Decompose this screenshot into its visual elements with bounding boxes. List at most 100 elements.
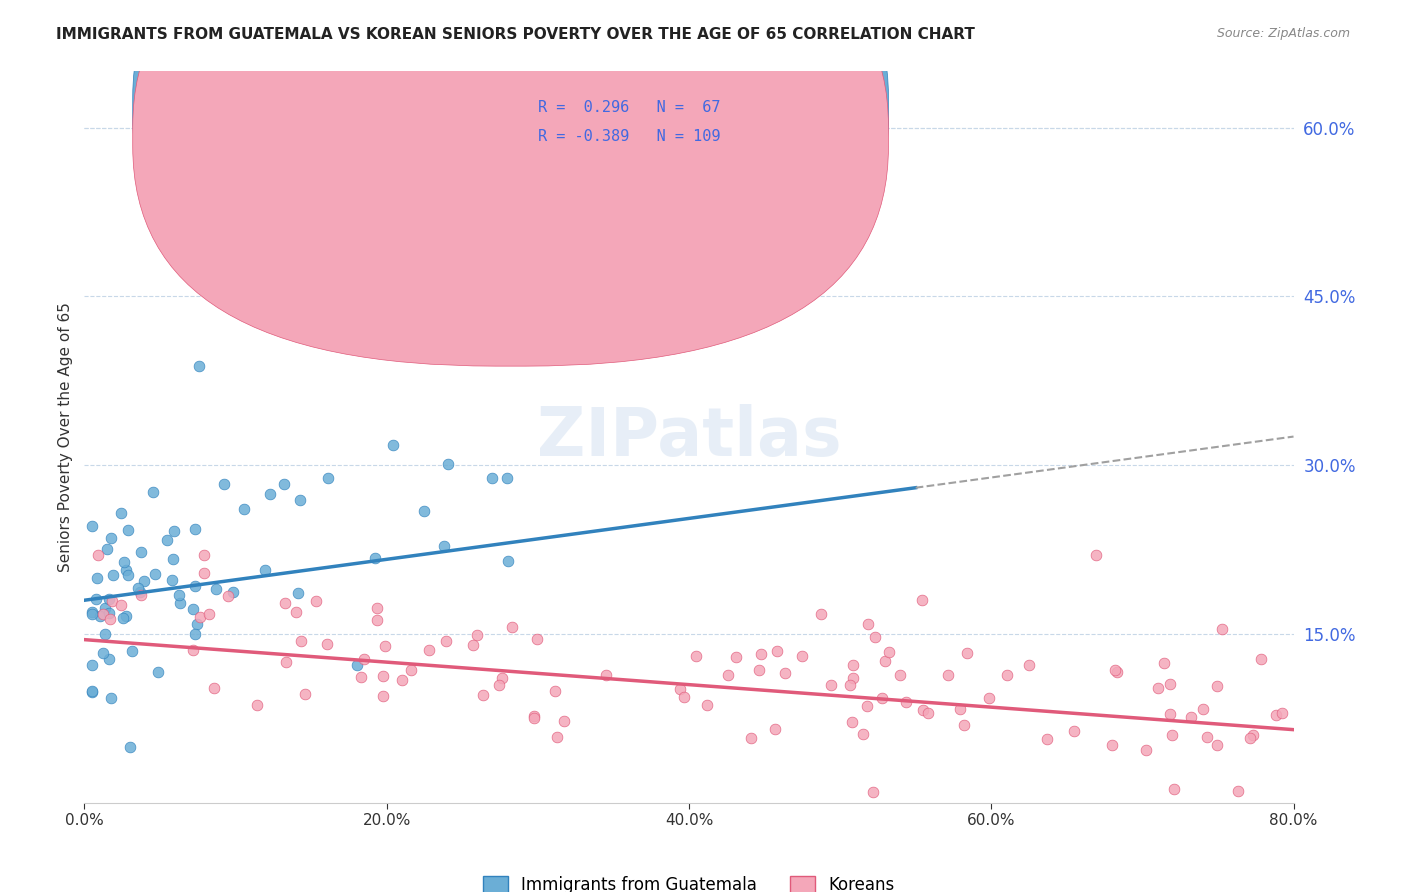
Koreans bbox=[246, 698, 269, 712]
Koreans bbox=[1206, 679, 1229, 693]
Immigrants from Guatemala bbox=[80, 684, 103, 698]
Koreans bbox=[371, 689, 394, 703]
Koreans bbox=[889, 668, 911, 682]
Koreans bbox=[841, 671, 863, 685]
Koreans bbox=[763, 722, 786, 736]
Koreans bbox=[1105, 665, 1128, 679]
Koreans bbox=[936, 668, 959, 682]
Koreans bbox=[366, 613, 388, 627]
Koreans bbox=[995, 668, 1018, 682]
Koreans bbox=[1243, 728, 1265, 742]
Koreans bbox=[1197, 730, 1219, 744]
Koreans bbox=[773, 665, 796, 680]
Immigrants from Guatemala bbox=[467, 194, 489, 208]
Koreans bbox=[217, 589, 239, 603]
Koreans bbox=[766, 643, 789, 657]
Immigrants from Guatemala bbox=[232, 502, 254, 516]
Koreans bbox=[894, 695, 917, 709]
Koreans bbox=[748, 663, 770, 677]
Immigrants from Guatemala bbox=[97, 592, 120, 607]
Koreans bbox=[852, 726, 875, 740]
Koreans bbox=[193, 548, 215, 562]
Immigrants from Guatemala bbox=[496, 554, 519, 568]
Koreans bbox=[315, 637, 337, 651]
Koreans bbox=[1153, 656, 1175, 670]
Immigrants from Guatemala bbox=[437, 457, 460, 471]
Immigrants from Guatemala bbox=[80, 518, 103, 533]
Koreans bbox=[1159, 677, 1181, 691]
Koreans bbox=[87, 548, 110, 562]
Immigrants from Guatemala bbox=[117, 523, 139, 537]
Koreans bbox=[856, 698, 879, 713]
Immigrants from Guatemala bbox=[167, 588, 190, 602]
Immigrants from Guatemala bbox=[160, 573, 183, 587]
Koreans bbox=[305, 594, 328, 608]
Koreans bbox=[911, 592, 934, 607]
Immigrants from Guatemala bbox=[115, 608, 138, 623]
Koreans bbox=[91, 607, 114, 621]
Immigrants from Guatemala bbox=[273, 477, 295, 491]
Koreans bbox=[856, 617, 879, 632]
Koreans bbox=[685, 648, 707, 663]
FancyBboxPatch shape bbox=[132, 0, 889, 366]
Koreans bbox=[294, 687, 316, 701]
Immigrants from Guatemala bbox=[363, 551, 385, 566]
Immigrants from Guatemala bbox=[163, 524, 186, 538]
Koreans bbox=[820, 678, 842, 692]
Immigrants from Guatemala bbox=[94, 601, 117, 615]
Immigrants from Guatemala bbox=[111, 611, 134, 625]
Immigrants from Guatemala bbox=[115, 563, 138, 577]
Koreans bbox=[1205, 739, 1227, 753]
Immigrants from Guatemala bbox=[86, 571, 108, 585]
Immigrants from Guatemala bbox=[129, 544, 152, 558]
Koreans bbox=[276, 655, 298, 669]
Koreans bbox=[1270, 706, 1292, 720]
Immigrants from Guatemala bbox=[381, 437, 404, 451]
Immigrants from Guatemala bbox=[186, 616, 208, 631]
Koreans bbox=[391, 673, 413, 688]
Koreans bbox=[595, 668, 617, 682]
Immigrants from Guatemala bbox=[100, 531, 122, 545]
Koreans bbox=[190, 609, 212, 624]
Koreans bbox=[839, 678, 862, 692]
Koreans bbox=[1036, 731, 1059, 746]
Immigrants from Guatemala bbox=[346, 657, 368, 672]
Koreans bbox=[290, 634, 312, 648]
Immigrants from Guatemala bbox=[412, 504, 434, 518]
Koreans bbox=[1211, 622, 1233, 636]
Koreans bbox=[193, 566, 215, 580]
Koreans bbox=[418, 642, 440, 657]
Immigrants from Guatemala bbox=[118, 739, 141, 754]
Immigrants from Guatemala bbox=[156, 533, 179, 548]
Koreans bbox=[842, 658, 865, 673]
Koreans bbox=[1227, 784, 1250, 798]
Immigrants from Guatemala bbox=[121, 644, 143, 658]
Koreans bbox=[949, 702, 972, 716]
Koreans bbox=[197, 607, 219, 621]
Koreans bbox=[461, 638, 484, 652]
Koreans bbox=[870, 690, 893, 705]
Immigrants from Guatemala bbox=[433, 540, 456, 554]
Koreans bbox=[1163, 782, 1185, 797]
Koreans bbox=[543, 683, 565, 698]
Koreans bbox=[740, 731, 762, 745]
Koreans bbox=[724, 649, 747, 664]
Immigrants from Guatemala bbox=[112, 555, 135, 569]
Koreans bbox=[374, 639, 396, 653]
Koreans bbox=[1147, 681, 1170, 696]
Immigrants from Guatemala bbox=[128, 584, 150, 599]
Immigrants from Guatemala bbox=[495, 471, 517, 485]
Immigrants from Guatemala bbox=[98, 606, 121, 620]
FancyBboxPatch shape bbox=[471, 82, 883, 162]
Koreans bbox=[353, 651, 375, 665]
Immigrants from Guatemala bbox=[212, 477, 235, 491]
Koreans bbox=[862, 784, 884, 798]
Koreans bbox=[501, 619, 523, 633]
Immigrants from Guatemala bbox=[287, 586, 309, 600]
Koreans bbox=[1159, 706, 1181, 721]
Koreans bbox=[1101, 738, 1123, 752]
Immigrants from Guatemala bbox=[162, 552, 184, 566]
Immigrants from Guatemala bbox=[84, 591, 107, 606]
Immigrants from Guatemala bbox=[253, 563, 276, 577]
Immigrants from Guatemala bbox=[80, 685, 103, 699]
